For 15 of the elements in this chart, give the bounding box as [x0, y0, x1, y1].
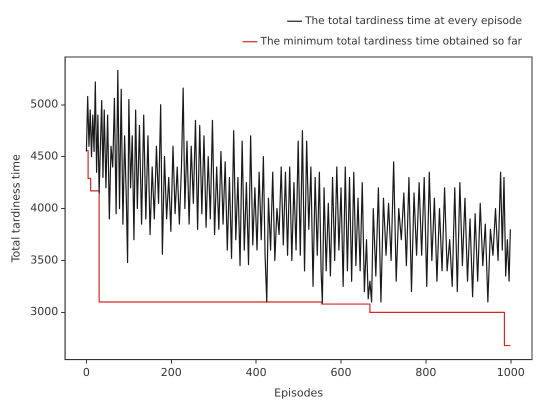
y-tick-label: 4500 — [30, 150, 58, 163]
x-tick-label: 0 — [82, 366, 90, 380]
x-tick-label: 400 — [246, 366, 267, 380]
x-tick-label: 1000 — [496, 366, 525, 380]
x-tick-label: 200 — [160, 366, 182, 380]
x-tick-label: 800 — [415, 366, 436, 380]
y-tick-label: 4000 — [30, 201, 58, 214]
y-tick-label: 3500 — [30, 253, 58, 266]
y-tick-label: 3000 — [30, 305, 58, 318]
x-tick-label: 600 — [330, 366, 352, 380]
legend-label: The total tardiness time at every episode — [304, 14, 522, 27]
y-tick-label: 5000 — [30, 98, 58, 111]
legend-label: The minimum total tardiness time obtained so far — [260, 35, 523, 48]
y-axis-title: Total tardiness time — [9, 154, 22, 264]
x-axis-title: Episodes — [274, 386, 324, 400]
